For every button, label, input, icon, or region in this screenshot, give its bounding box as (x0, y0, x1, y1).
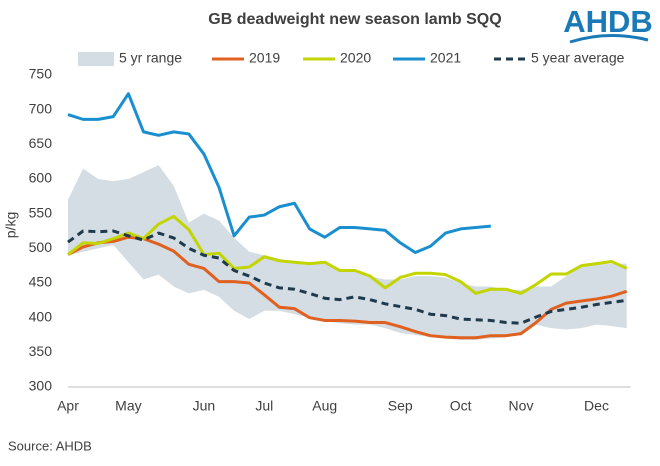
logo-swoosh (569, 33, 649, 44)
x-tick-label: Apr (57, 398, 79, 414)
x-tick-label: Oct (450, 398, 472, 414)
x-tick-label: Dec (584, 398, 609, 414)
y-tick-label: 700 (29, 100, 53, 116)
y-tick-label: 350 (29, 343, 53, 359)
logo: AHDB (563, 4, 653, 39)
x-tick-label: Aug (312, 398, 337, 414)
legend-label: 2020 (340, 50, 371, 66)
y-tick-label: 450 (29, 274, 53, 290)
legend-swatch (78, 52, 114, 66)
series-line (67, 229, 627, 325)
y-tick-label: 300 (29, 378, 53, 394)
y-tick-label: 400 (29, 308, 53, 324)
x-tick-label: Jul (255, 398, 273, 414)
y-tick-label: 550 (29, 204, 53, 220)
range-band (68, 165, 627, 340)
chart-title: GB deadweight new season lamb SQQ (208, 11, 501, 28)
y-tick-label: 650 (29, 135, 53, 151)
legend-label: 2021 (430, 50, 461, 66)
y-axis-label: p/kg (3, 212, 19, 238)
y-tick-label: 750 (29, 66, 53, 82)
source: Source: AHDB (8, 438, 92, 453)
series-line (67, 235, 628, 340)
legend-label: 2019 (249, 50, 280, 66)
x-tick-label: May (115, 398, 141, 414)
legend-label: 5 year average (531, 50, 625, 66)
y-tick-label: 600 (29, 170, 53, 186)
legend-label: 5 yr range (119, 50, 182, 66)
series-line (67, 92, 491, 254)
x-tick-label: Nov (509, 398, 534, 414)
x-tick-label: Sep (388, 398, 413, 414)
x-tick-label: Jun (193, 398, 216, 414)
y-tick-label: 500 (29, 239, 53, 255)
series-line (67, 214, 628, 295)
